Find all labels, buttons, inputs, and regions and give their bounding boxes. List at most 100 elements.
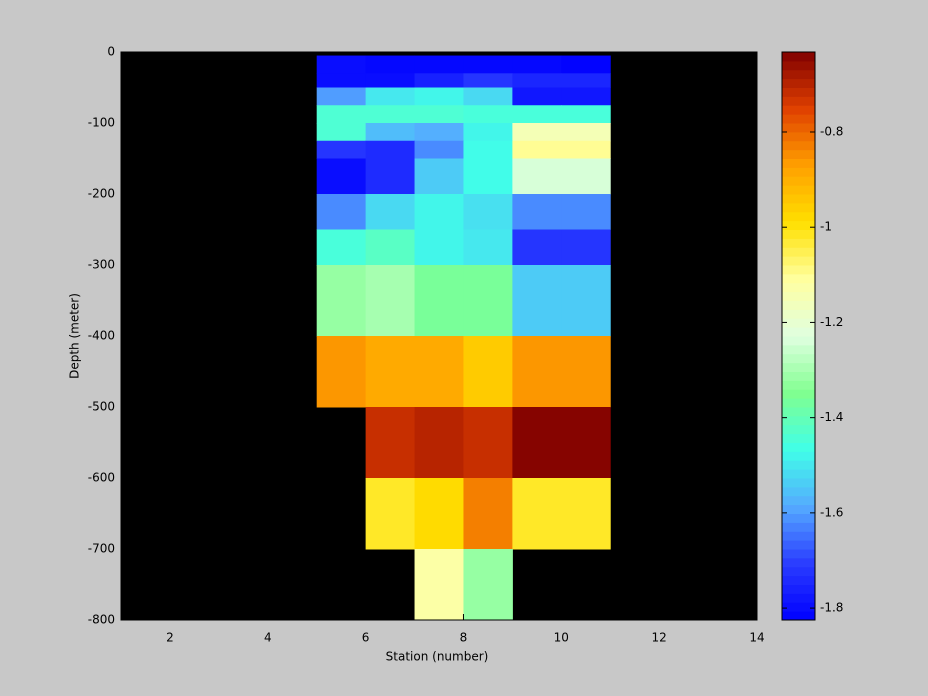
- x-tick-label: 10: [554, 631, 569, 645]
- colorbar-segment: [782, 513, 815, 523]
- colorbar-segment: [782, 451, 815, 461]
- heatmap-cell: [561, 229, 611, 266]
- heatmap-cell: [561, 158, 611, 195]
- colorbar-segment: [782, 336, 815, 346]
- colorbar-segment: [782, 398, 815, 408]
- heatmap-cell: [512, 158, 562, 195]
- x-tick-label: 8: [460, 631, 468, 645]
- colorbar-segment: [782, 202, 815, 213]
- colorbar-segment: [782, 158, 815, 168]
- heatmap-cell: [512, 73, 562, 88]
- heatmap-cell: [316, 55, 367, 74]
- heatmap-cell: [316, 123, 367, 142]
- colorbar-segment: [782, 123, 815, 133]
- heatmap-cell: [512, 478, 562, 550]
- y-tick-label: -100: [88, 116, 115, 130]
- colorbar-segment: [782, 176, 815, 186]
- heatmap-cell: [561, 265, 611, 337]
- heatmap-cell: [512, 87, 562, 106]
- colorbar-segment: [782, 389, 815, 399]
- colorbar-segment: [782, 540, 815, 550]
- heatmap-cell: [365, 123, 416, 142]
- colorbar-segment: [782, 69, 815, 80]
- colorbar-segment: [782, 433, 815, 443]
- colorbar-segment: [782, 407, 815, 417]
- colorbar-segment: [782, 96, 815, 106]
- colorbar-tick-label: -1.4: [820, 410, 843, 424]
- heatmap-cell: [512, 123, 562, 142]
- colorbar-segment: [782, 362, 815, 372]
- heatmap-cell: [316, 105, 367, 124]
- x-axis-label: Station (number): [386, 650, 489, 664]
- colorbar-segment: [782, 291, 815, 301]
- colorbar-segment: [782, 318, 815, 328]
- heatmap-cell: [365, 407, 416, 479]
- heatmap-cell: [463, 87, 513, 106]
- colorbar-segment: [782, 211, 815, 222]
- colorbar-segment: [782, 353, 815, 364]
- colorbar-segment: [782, 327, 815, 337]
- heatmap-cell: [512, 55, 562, 74]
- colorbar-segment: [782, 371, 815, 381]
- colorbar-segment: [782, 380, 815, 390]
- heatmap-cell: [463, 478, 513, 550]
- y-tick-label: -700: [88, 542, 115, 556]
- heatmap-cell: [561, 87, 611, 106]
- colorbar-segment: [782, 575, 815, 585]
- heatmap-cell: [463, 265, 513, 337]
- y-tick-label: -600: [88, 471, 115, 485]
- colorbar-tick-label: -1.2: [820, 315, 843, 329]
- heatmap-cell: [463, 140, 513, 159]
- y-tick-label: 0: [107, 45, 115, 59]
- heatmap-cell: [463, 407, 513, 479]
- heatmap-cell: [512, 265, 562, 337]
- heatmap-cell: [316, 73, 367, 88]
- colorbar-frame: [781, 51, 816, 621]
- heatmap-cell: [365, 87, 416, 106]
- heatmap-cell: [365, 478, 416, 550]
- heatmap-cell: [561, 73, 611, 88]
- heatmap-cell: [365, 105, 416, 124]
- heatmap-cell: [561, 336, 611, 408]
- heatmap-cell: [561, 55, 611, 74]
- heatmap-cell: [414, 55, 464, 74]
- colorbar-segment: [782, 602, 815, 612]
- x-tick-label: 2: [166, 631, 174, 645]
- heatmap-cell: [463, 105, 513, 124]
- colorbar-segment: [782, 149, 815, 159]
- colorbar-segment: [782, 531, 815, 541]
- colorbar-segment: [782, 611, 815, 621]
- colorbar-segment: [782, 593, 815, 603]
- colorbar-tick-label: -1.6: [820, 505, 843, 519]
- colorbar-segment: [782, 87, 815, 97]
- heatmap-cell: [512, 140, 562, 159]
- colorbar-segment: [782, 114, 815, 124]
- colorbar-segment: [782, 265, 815, 275]
- colorbar-tick-label: -1: [820, 220, 832, 234]
- colorbar-segment: [782, 247, 815, 257]
- colorbar-segment: [782, 415, 815, 426]
- y-tick-label: -400: [88, 329, 115, 343]
- heatmap-cell: [512, 336, 562, 408]
- colorbar-segment: [782, 105, 815, 115]
- colorbar-segment: [782, 504, 815, 514]
- colorbar-segment: [782, 309, 815, 319]
- colorbar-segment: [782, 238, 815, 248]
- heatmap-cell: [414, 549, 464, 621]
- heatmap-cell: [463, 229, 513, 266]
- heatmap-cell: [365, 140, 416, 159]
- heatmap-cell: [316, 87, 367, 106]
- heatmap-cell: [414, 194, 464, 230]
- colorbar-segment: [782, 131, 815, 142]
- colorbar-segment: [782, 300, 815, 310]
- heatmap-cell: [365, 55, 416, 74]
- heatmap-cell: [463, 158, 513, 195]
- heatmap-cell: [512, 407, 562, 479]
- heatmap-cell: [561, 105, 611, 124]
- colorbar-segment: [782, 557, 815, 568]
- colorbar-segment: [782, 256, 815, 266]
- heatmap-cell: [414, 336, 464, 408]
- colorbar-segment: [782, 566, 815, 577]
- heatmap-cell: [365, 336, 416, 408]
